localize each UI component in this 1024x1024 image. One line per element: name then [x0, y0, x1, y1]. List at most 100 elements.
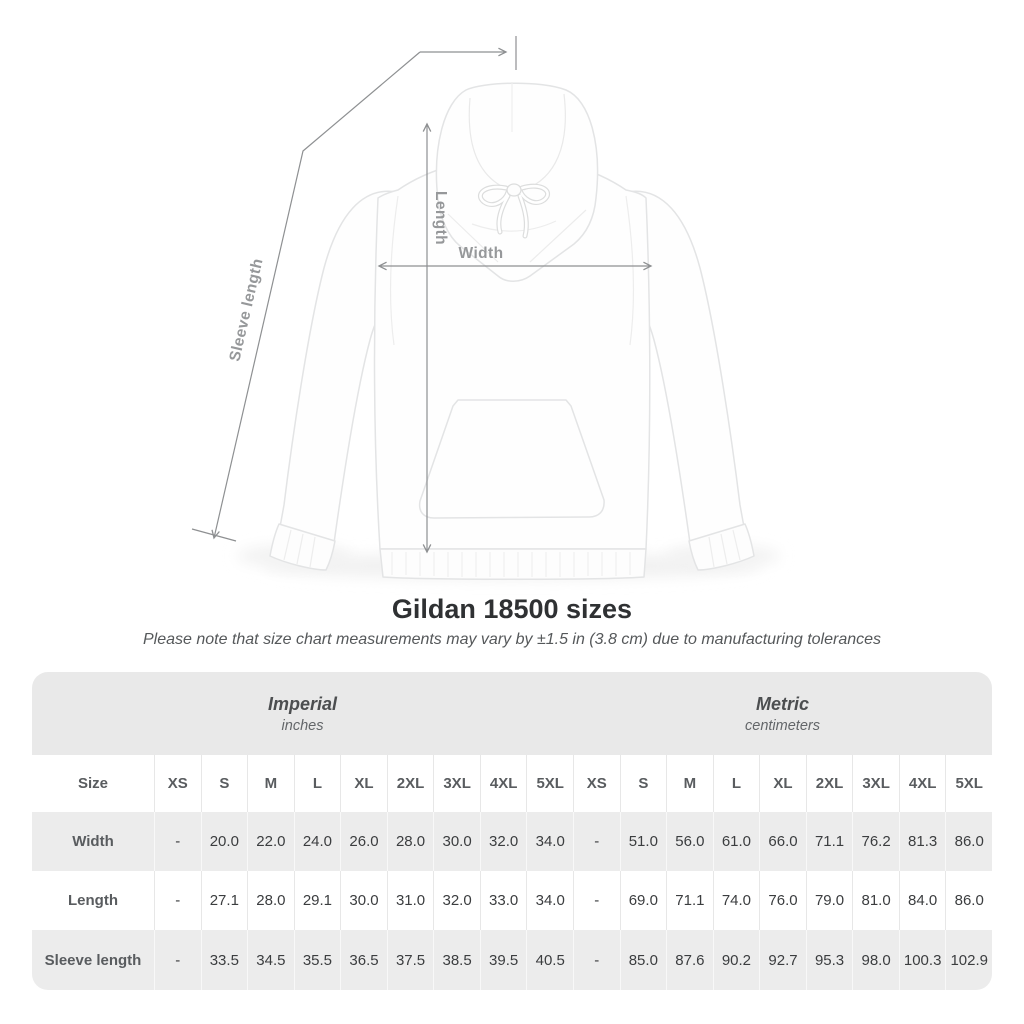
value-cell: 38.5 [433, 930, 480, 990]
value-cell: 34.5 [247, 930, 294, 990]
size-cell: 4XL [898, 755, 946, 812]
value-cell: 71.1 [666, 871, 713, 930]
row-label: Width [72, 833, 114, 850]
value-cell: 36.5 [340, 930, 387, 990]
page-title: Gildan 18500 sizes [391, 594, 633, 624]
value-cell: - [154, 930, 201, 990]
value-cell: 28.0 [247, 871, 294, 930]
size-cell: M [247, 755, 294, 812]
size-column-header: Size [77, 775, 108, 792]
measurement-arrows [191, 36, 653, 554]
value-cell: 85.0 [619, 930, 667, 990]
size-cell: XS [154, 755, 201, 812]
value-cell: 30.0 [340, 871, 387, 930]
size-cell: 5XL [945, 755, 992, 812]
value-cell: 22.0 [247, 812, 294, 871]
value-cell: 84.0 [898, 871, 946, 930]
value-cell: - [573, 930, 620, 990]
size-cell: L [712, 755, 760, 812]
value-cell: 20.0 [200, 812, 248, 871]
value-cell: 30.0 [433, 812, 480, 871]
page-subtitle: Please note that size chart measurements… [142, 631, 882, 648]
size-cell: M [666, 755, 713, 812]
size-cell: 3XL [852, 755, 899, 812]
unit-band: Imperial inches Metric centimeters [32, 672, 992, 755]
size-cell: 2XL [805, 755, 853, 812]
value-cell: 76.0 [759, 871, 806, 930]
value-cell: 27.1 [200, 871, 248, 930]
value-cell: 33.0 [479, 871, 527, 930]
value-cell: - [154, 871, 201, 930]
hoodie-garment [269, 82, 755, 580]
size-cell: 4XL [479, 755, 527, 812]
value-cell: 81.0 [852, 871, 899, 930]
unit-group-unit: centimeters [745, 717, 820, 734]
value-cell: 33.5 [200, 930, 248, 990]
size-cell: 5XL [526, 755, 573, 812]
unit-group-name: Imperial [267, 693, 338, 714]
value-cell: 51.0 [619, 812, 667, 871]
value-cell: 40.5 [526, 930, 573, 990]
size-cell: L [293, 755, 341, 812]
table-row-width: Width - 20.0 22.0 24.0 26.0 28.0 30.0 32… [32, 812, 992, 871]
size-cell: 2XL [386, 755, 434, 812]
table-row-sleeve-length: Sleeve length - 33.5 34.5 35.5 36.5 37.5… [32, 930, 992, 990]
value-cell: 29.1 [293, 871, 341, 930]
value-cell: 39.5 [479, 930, 527, 990]
value-cell: 92.7 [759, 930, 806, 990]
value-cell: 31.0 [386, 871, 434, 930]
value-cell: 81.3 [898, 812, 946, 871]
hoodie-illustration [191, 36, 780, 580]
value-cell: 86.0 [945, 871, 992, 930]
unit-group-name: Metric [755, 693, 809, 714]
value-cell: 76.2 [852, 812, 899, 871]
size-cell: XS [573, 755, 620, 812]
row-label: Length [68, 892, 118, 909]
value-cell: 71.1 [805, 812, 853, 871]
unit-group-imperial: Imperial inches [32, 672, 573, 755]
length-label: Length [432, 190, 449, 246]
value-cell: 34.0 [526, 812, 573, 871]
value-cell: 35.5 [293, 930, 341, 990]
heading: Gildan 18500 sizes Please note that size… [0, 594, 1024, 649]
value-cell: 102.9 [945, 930, 992, 990]
size-cell: XL [340, 755, 387, 812]
size-table: Imperial inches Metric centimeters Size … [32, 672, 992, 990]
value-cell: 24.0 [293, 812, 341, 871]
value-cell: 37.5 [386, 930, 434, 990]
sleeve-arrow-diagonal [211, 51, 421, 540]
value-cell: 86.0 [945, 812, 992, 871]
value-cell: 56.0 [666, 812, 713, 871]
size-cell: 3XL [433, 755, 480, 812]
value-cell: 61.0 [712, 812, 760, 871]
size-cell: XL [759, 755, 806, 812]
value-cell: 66.0 [759, 812, 806, 871]
value-cell: 74.0 [712, 871, 760, 930]
value-cell: 69.0 [619, 871, 667, 930]
table-row-length: Length - 27.1 28.0 29.1 30.0 31.0 32.0 3… [32, 871, 992, 930]
unit-group-unit: inches [281, 717, 324, 734]
value-cell: 98.0 [852, 930, 899, 990]
size-cell: S [200, 755, 248, 812]
value-cell: - [573, 871, 620, 930]
value-cell: - [573, 812, 620, 871]
size-header-row: Size XS S M L XL 2XL 3XL 4XL 5XL XS S M … [32, 755, 992, 812]
width-label: Width [458, 245, 504, 262]
value-cell: 100.3 [898, 930, 946, 990]
value-cell: 90.2 [712, 930, 760, 990]
value-cell: 95.3 [805, 930, 853, 990]
hoodie-drawstrings [477, 183, 551, 239]
unit-group-metric: Metric centimeters [573, 672, 992, 755]
row-label: Sleeve length [44, 951, 142, 969]
sleeve-arrow-end-tick [191, 528, 237, 542]
value-cell: 32.0 [433, 871, 480, 930]
value-cell: 28.0 [386, 812, 434, 871]
value-cell: 87.6 [666, 930, 713, 990]
value-cell: 34.0 [526, 871, 573, 930]
value-cell: 79.0 [805, 871, 853, 930]
value-cell: 26.0 [340, 812, 387, 871]
size-cell: S [619, 755, 667, 812]
hoodie-diagram: Sleeve length Length Width [191, 36, 780, 580]
value-cell: 32.0 [479, 812, 527, 871]
value-cell: - [154, 812, 201, 871]
